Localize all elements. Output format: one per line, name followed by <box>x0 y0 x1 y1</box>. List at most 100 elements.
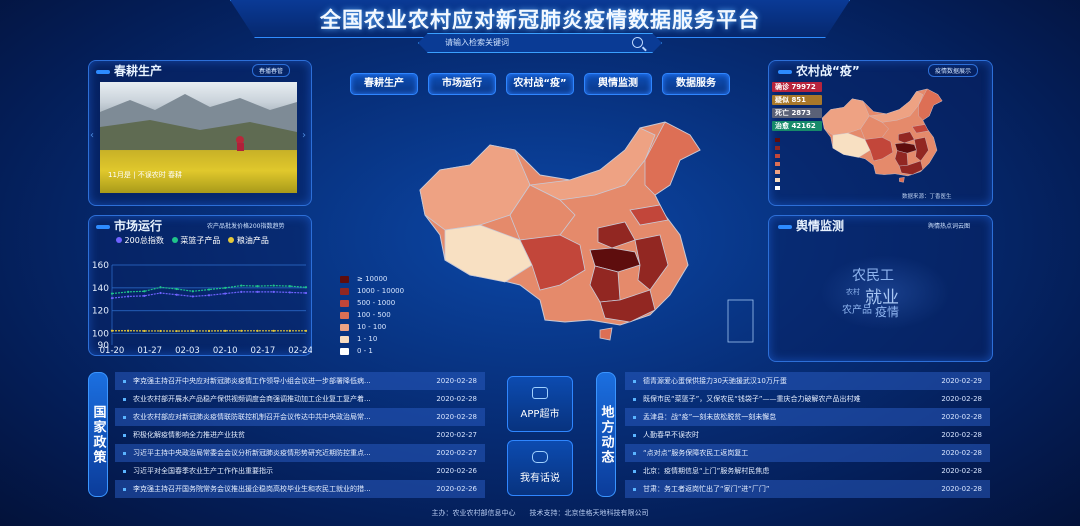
data-point <box>304 329 308 332</box>
stat-deaths: 死亡 2873 <box>772 108 822 118</box>
news-item[interactable]: 习近平主持中央政治局常委会会议分析新冠肺炎疫情形势研究近期防控重点... 2020… <box>115 444 485 462</box>
news-item[interactable]: 孟津县：战“疫”一刻未放松脱贫一刻未懈怠 2020-02-28 <box>625 408 990 426</box>
data-point <box>304 286 308 289</box>
news-item[interactable]: “点对点”服务保障农民工返岗复工 2020-02-28 <box>625 444 990 462</box>
legend-vegetable[interactable]: 菜篮子产品 <box>171 235 221 246</box>
news-item[interactable]: 德青源爱心蛋保供接力30天驰援武汉10万斤蛋 2020-02-29 <box>625 372 990 390</box>
china-epidemic-map[interactable] <box>415 118 765 348</box>
word-cloud: 农民工 就业 农产品 疫情 农村 <box>820 255 950 330</box>
epidemic-title: 农村战“疫” <box>778 62 860 79</box>
feedback-button[interactable]: 我有话说 <box>507 440 573 496</box>
data-point <box>256 329 259 332</box>
data-point <box>272 284 275 287</box>
legend-item: 100 - 500 <box>340 309 404 321</box>
word[interactable]: 农村 <box>846 288 860 296</box>
x-tick-label: 01-20 <box>100 346 125 356</box>
news-item[interactable]: 甘肃：务工者返岗忙出了“家门”进“厂门” 2020-02-28 <box>625 480 990 498</box>
photo-caption: 11月是 | 不误农时 春耕 <box>108 171 182 179</box>
legend-label: 200总指数 <box>124 236 164 245</box>
mini-map-legend <box>775 138 780 190</box>
prev-arrow-icon[interactable]: ‹ <box>90 130 94 141</box>
policy-tab[interactable]: 国家政策 <box>88 372 108 497</box>
legend-200-index[interactable]: 200总指数 <box>116 235 164 246</box>
data-point <box>207 294 211 297</box>
search-bar[interactable] <box>418 33 662 53</box>
nav-opinion[interactable]: 舆情监测 <box>584 73 652 95</box>
footer: 主办：农业农村部信息中心 技术支持：北京佳格天地科技有限公司 <box>431 509 649 517</box>
data-point <box>256 285 259 288</box>
data-point <box>110 329 114 332</box>
local-tab[interactable]: 地方动态 <box>596 372 616 497</box>
data-point <box>143 290 146 293</box>
data-point <box>272 329 275 332</box>
data-point <box>110 297 114 300</box>
news-item[interactable]: 李克强主持召开中央应对新冠肺炎疫情工作领导小组会议进一步部署降低病... 2020… <box>115 372 485 390</box>
y-tick-label: 100 <box>92 330 109 340</box>
nav-market[interactable]: 市场运行 <box>428 73 496 95</box>
mini-epidemic-map[interactable] <box>820 84 970 189</box>
y-tick-label: 160 <box>92 261 109 271</box>
map-legend: ≥ 10000 1000 - 10000 500 - 1000 100 - 50… <box>340 273 404 357</box>
nav-spring[interactable]: 春耕生产 <box>350 73 418 95</box>
legend-grain-oil[interactable]: 粮油产品 <box>228 235 269 246</box>
app-market-button[interactable]: APP超市 <box>507 376 573 432</box>
x-tick-label: 02-03 <box>175 346 200 356</box>
data-point <box>159 291 162 295</box>
data-point <box>240 290 243 293</box>
next-arrow-icon[interactable]: › <box>302 130 306 141</box>
market-title: 市场运行 <box>96 217 162 234</box>
x-tick-label: 02-24 <box>288 346 312 356</box>
news-item[interactable]: 农业农村部开展水产品稳产保供视频调度会商强调推动加工企业复工复产着... 2020… <box>115 390 485 408</box>
legend-item: ≥ 10000 <box>340 273 404 285</box>
opinion-tag: 舆情热点词云图 <box>928 223 971 230</box>
stat-confirmed: 确诊 79972 <box>772 82 822 92</box>
data-point <box>175 287 178 291</box>
word[interactable]: 农民工 <box>852 268 894 284</box>
news-item[interactable]: 农业农村部应对新冠肺炎疫情联防联控机制召开会议传达中共中央政治局常... 2020… <box>115 408 485 426</box>
legend-item: 500 - 1000 <box>340 297 404 309</box>
legend-item: 1000 - 10000 <box>340 285 404 297</box>
data-point <box>304 291 308 295</box>
nav-epidemic[interactable]: 农村战“疫” <box>506 73 574 95</box>
x-tick-label: 01-27 <box>137 346 162 356</box>
data-point <box>288 329 291 332</box>
nav-data-service[interactable]: 数据服务 <box>662 73 730 95</box>
news-item[interactable]: 积极化解疫情影响全力推进产业扶贫 2020-02-27 <box>115 426 485 444</box>
stat-suspected: 疑似 851 <box>772 95 822 105</box>
data-point <box>175 293 178 296</box>
data-point <box>143 329 146 333</box>
news-item[interactable]: 习近平对全国春季农业生产工作作出重要指示 2020-02-26 <box>115 462 485 480</box>
data-point <box>272 290 275 293</box>
legend-label: 菜篮子产品 <box>180 236 221 245</box>
word[interactable]: 农产品 <box>842 305 872 316</box>
legend-item: 1 - 10 <box>340 333 404 345</box>
word[interactable]: 就业 <box>865 288 899 308</box>
data-point <box>159 286 162 289</box>
word[interactable]: 疫情 <box>875 305 900 319</box>
feedback-label: 我有话说 <box>520 473 560 484</box>
chat-bubble-icon <box>532 451 548 463</box>
data-point <box>240 329 243 332</box>
epidemic-tag[interactable]: 疫情数据展示 <box>928 64 979 77</box>
opinion-panel <box>768 215 993 362</box>
search-input[interactable] <box>445 38 625 47</box>
news-item[interactable]: 李克强主持召开国务院常务会议推出援企稳岗高校毕业生和农民工就业的措... 2020… <box>115 480 485 498</box>
news-item[interactable]: 人勤春早不误农时 2020-02-28 <box>625 426 990 444</box>
data-point <box>143 294 146 297</box>
spring-photo[interactable]: 11月是 | 不误农时 春耕 <box>100 82 297 193</box>
data-point <box>110 292 114 295</box>
market-tag: 农产品批发价格200指数趋势 <box>207 223 285 230</box>
data-point <box>127 290 130 293</box>
news-item[interactable]: 既保市民“菜篮子”，又保农民“钱袋子”——重庆合力破解农产品出村难 2020-02… <box>625 390 990 408</box>
south-china-sea-inset <box>727 299 754 343</box>
data-point <box>240 284 243 287</box>
mountain-illustration <box>100 94 297 151</box>
legend-label: 粮油产品 <box>236 236 269 245</box>
data-source: 数据来源：丁香医生 <box>902 194 952 200</box>
x-tick-label: 02-10 <box>213 346 238 356</box>
data-point <box>191 295 194 298</box>
spring-tag[interactable]: 春播春管 <box>252 64 291 77</box>
search-icon[interactable] <box>632 37 643 48</box>
news-item[interactable]: 北京：疫情期信息“上门”服务解村民焦虑 2020-02-28 <box>625 462 990 480</box>
